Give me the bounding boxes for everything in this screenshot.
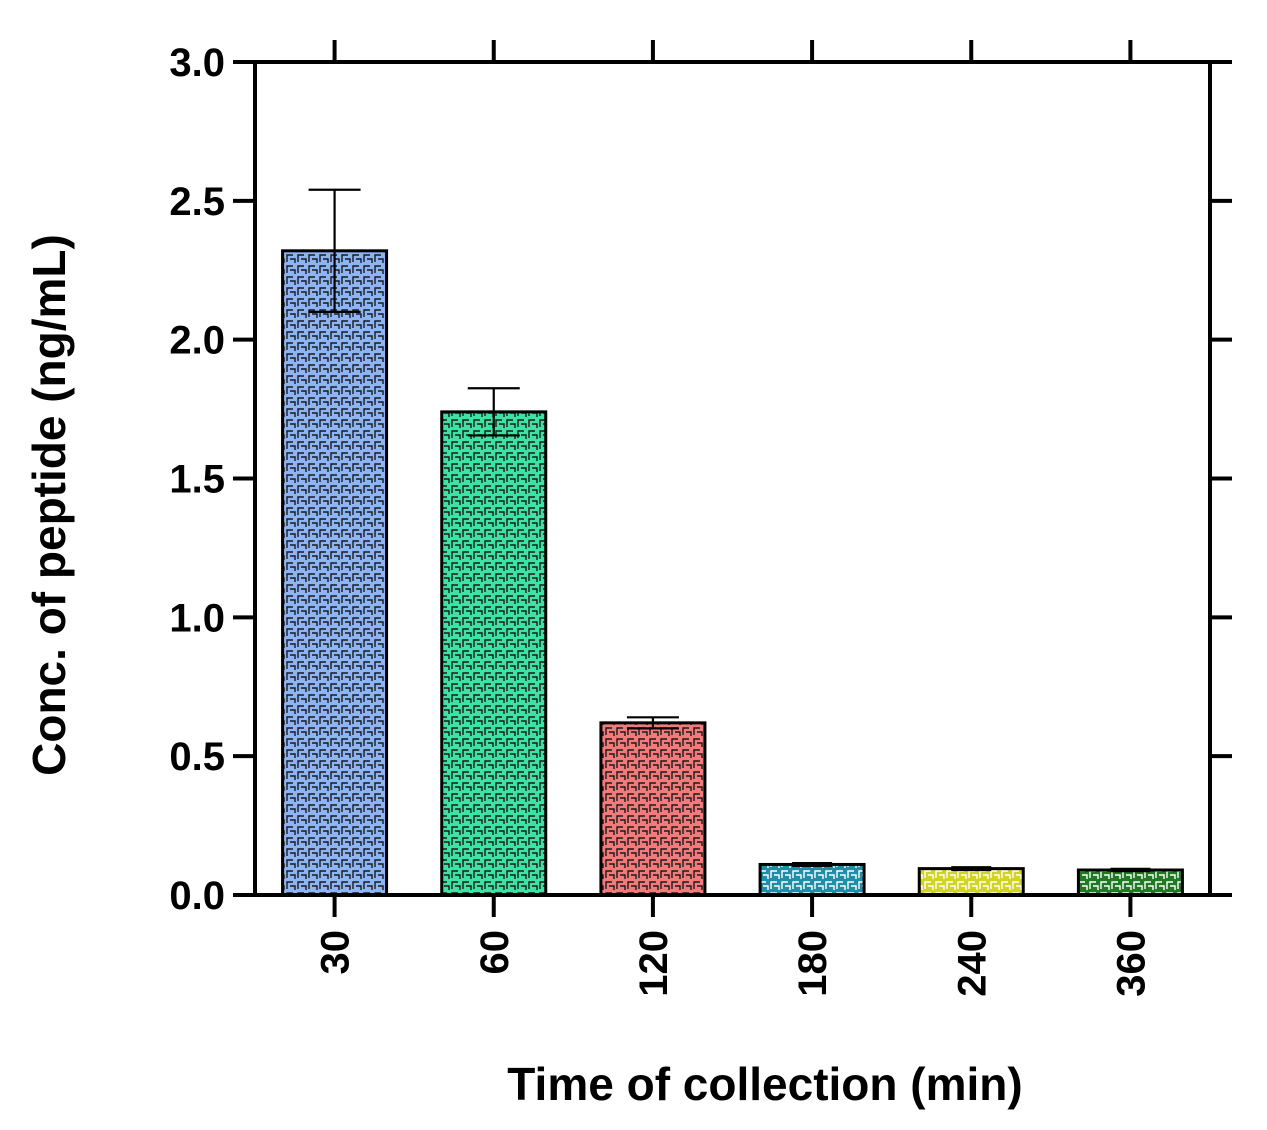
bars-layer	[281, 188, 1184, 897]
y-tick-label: 2.0	[169, 319, 225, 363]
y-axis-title: Conc. of peptide (ng/mL)	[23, 234, 75, 776]
x-tick-label: 30	[314, 930, 358, 975]
plot-frame	[253, 60, 1212, 897]
error-bar-60	[467, 387, 520, 437]
x-tick-label: 240	[950, 930, 994, 997]
error-bar-360	[1110, 867, 1151, 873]
x-tick-label: 60	[473, 930, 517, 975]
bar-120	[599, 721, 707, 897]
bar-360	[1076, 868, 1184, 897]
error-bar-120	[626, 716, 679, 730]
error-bar-180	[792, 861, 833, 867]
labels-layer: 0.0 0.5 1.0 1.5 2.0 2.5 3.0 30 60 120 180 240 360	[169, 41, 1153, 997]
y-tick-label: 1.0	[169, 596, 225, 640]
x-tick-label: 360	[1109, 930, 1153, 997]
x-axis-title: Time of collection (min)	[507, 1058, 1022, 1110]
y-tick-label: 0.5	[169, 735, 225, 779]
y-tick-label: 1.5	[169, 458, 225, 502]
bar-60	[440, 410, 548, 897]
y-tick-label: 3.0	[169, 41, 225, 85]
x-tick-label: 180	[791, 930, 835, 997]
bar-180	[758, 862, 866, 897]
y-tick-label: 2.5	[169, 180, 225, 224]
x-tick-label: 120	[632, 930, 676, 997]
bar-30	[281, 249, 389, 897]
bar-240	[917, 867, 1025, 897]
error-bar-240	[951, 866, 992, 872]
error-bar-30	[308, 188, 361, 313]
axes-layer	[233, 40, 1232, 917]
y-tick-label: 0.0	[169, 874, 225, 918]
